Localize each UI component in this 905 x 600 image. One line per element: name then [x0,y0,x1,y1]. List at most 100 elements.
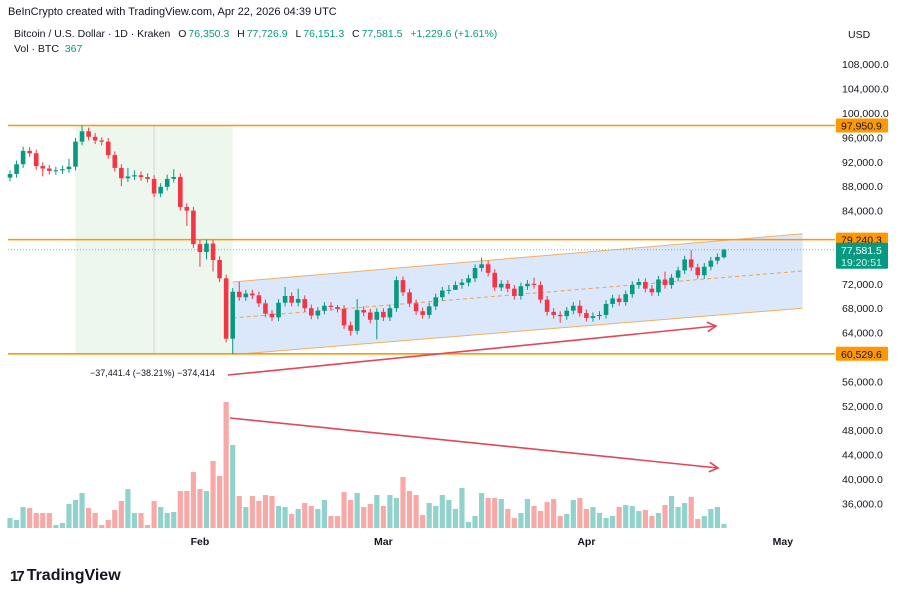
level-price-label: 97,950.9 [841,120,882,132]
candle-body [263,303,268,314]
x-tick-label: Mar [374,536,393,548]
volume-bar [439,495,445,528]
level-price-tag [836,346,888,361]
candle-body [636,281,642,286]
candle-body [610,298,615,304]
candle-body [53,170,59,172]
last-price-tag [836,242,888,269]
volume-bar [131,513,138,528]
candle-body [112,155,118,168]
currency-label[interactable]: USD [846,29,873,41]
candle-body [387,308,393,318]
volume-bar [374,495,380,528]
volume-bar [472,516,478,528]
volume-trend-arrow[interactable] [229,417,719,469]
channel-lower-line[interactable] [232,307,803,356]
volume-bar [459,488,465,528]
volume-bar [485,498,491,528]
bar-countdown-label: 19:20:51 [841,257,882,269]
volume-bar [511,518,517,528]
candle-body [367,312,373,320]
candle-body [551,311,556,315]
high-label: H [237,28,245,40]
volume-bar [387,495,393,528]
price-trend-arrow[interactable] [227,325,717,376]
candle-body [518,286,524,296]
volume-bar [564,514,570,528]
candle-body [60,169,65,171]
volume-bar [636,511,642,528]
volume-bar [695,519,701,528]
close-label: C [352,28,360,40]
candle-body [276,302,281,318]
volume-bar [649,516,655,528]
x-tick-label: May [773,536,794,548]
volume-bar [27,508,33,528]
volume-bar [610,516,616,528]
candle-body [544,299,550,312]
candle-body [603,303,609,315]
candle-body [197,244,203,253]
candle-body [394,280,399,309]
candle-body [40,166,46,169]
candle-body [597,314,602,317]
volume-bar [138,513,144,528]
y-tick-label: 72,000.0 [842,279,883,291]
candle-body [99,140,104,142]
y-tick-label: 44,000.0 [842,450,883,462]
volume-bar [380,506,386,528]
symbol-label[interactable]: Bitcoin / U.S. Dollar · 1D · Kraken [14,28,171,40]
y-tick-label: 84,000.0 [842,206,883,218]
candle-body [178,177,183,207]
candle-body [485,264,491,273]
volume-bar [426,503,432,528]
volume-bar [118,501,124,528]
level-price-tag [836,118,888,133]
volume-bar [348,500,354,528]
volume-bar [184,491,190,528]
volume-bar [446,500,452,528]
candle-body [675,270,681,278]
volume-bar [230,445,236,528]
volume-bar [393,498,400,528]
candle-body [538,285,543,300]
volume-bar [583,509,589,528]
volume-bar [72,500,79,528]
volume-bar [249,496,255,528]
volume-bar [701,516,707,528]
volume-bar [479,493,485,528]
channel-upper-line[interactable] [232,233,803,283]
candle-body [656,279,661,293]
open-value: 76,350.3 [188,28,230,40]
channel-middle-line[interactable] [232,270,803,319]
volume-bar [433,506,439,528]
y-tick-label: 68,000.0 [842,303,883,315]
volume-bar [295,509,301,528]
volume-bar [321,500,327,528]
volume-bar [590,507,596,528]
y-tick-label: 48,000.0 [842,425,883,437]
candle-body [20,150,26,165]
candle-body [151,178,157,194]
volume-bar [262,495,269,528]
volume-bar [256,501,262,528]
volume-bar [13,520,20,528]
volume-bar [33,513,39,528]
volume-bar [144,525,151,528]
volume-bar [452,509,458,528]
channel-fill [232,233,803,355]
volume-bar [655,513,662,528]
volume-legend: Vol · BTC 367 [14,43,82,55]
volume-trend-arrow-head [708,461,720,473]
volume-bar [46,513,52,528]
volume-bar [243,507,249,528]
volume-label[interactable]: Vol · BTC [14,43,59,55]
tradingview-logo-icon: 17 [10,567,25,585]
volume-bar [413,495,419,528]
volume-bar [86,508,92,528]
tradingview-logo[interactable]: 17 TradingView [10,567,121,585]
volume-bar [354,493,360,528]
volume-bar [367,504,373,528]
volume-bar [537,511,544,528]
